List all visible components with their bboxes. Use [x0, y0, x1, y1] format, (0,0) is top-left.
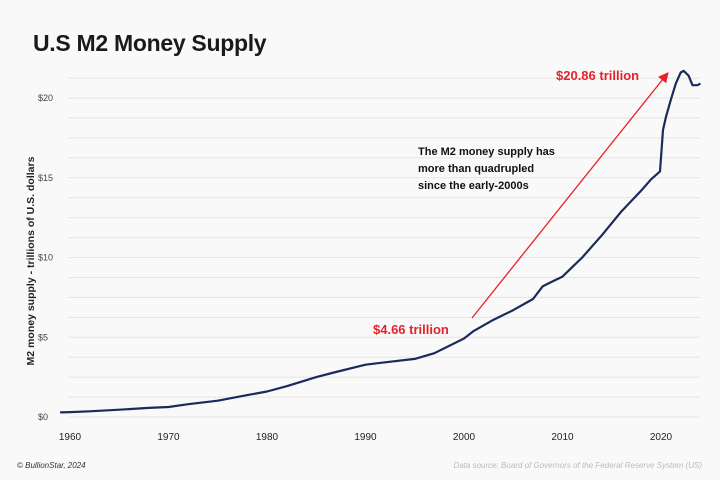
growth-arrow — [471, 71, 669, 319]
x-tick-label: 1970 — [157, 432, 180, 443]
x-tick-label: 2020 — [650, 432, 673, 443]
end-value-label: $20.86 trillion — [556, 68, 639, 83]
y-tick-label: $0 — [38, 412, 48, 422]
x-tick-label: 1990 — [354, 432, 377, 443]
y-tick-label: $20 — [38, 93, 53, 103]
chart-title: U.S M2 Money Supply — [33, 30, 267, 56]
credit-text: © BullionStar, 2024 — [17, 461, 86, 470]
x-tick-label: 1980 — [256, 432, 279, 443]
y-tick-label: $15 — [38, 173, 53, 183]
x-tick-label: 2010 — [551, 432, 574, 443]
y-tick-label: $10 — [38, 253, 53, 263]
m2-series-line — [60, 69, 701, 414]
note-line: since the early-2000s — [418, 180, 529, 192]
x-tick-label: 1960 — [59, 432, 82, 443]
start-value-label: $4.66 trillion — [373, 322, 449, 337]
x-tick-label: 2000 — [453, 432, 476, 443]
y-tick-label: $5 — [38, 332, 48, 342]
note-line: more than quadrupled — [418, 163, 534, 175]
note-line: The M2 money supply has — [418, 146, 555, 158]
data-source-text: Data source: Board of Governors of the F… — [453, 461, 702, 470]
